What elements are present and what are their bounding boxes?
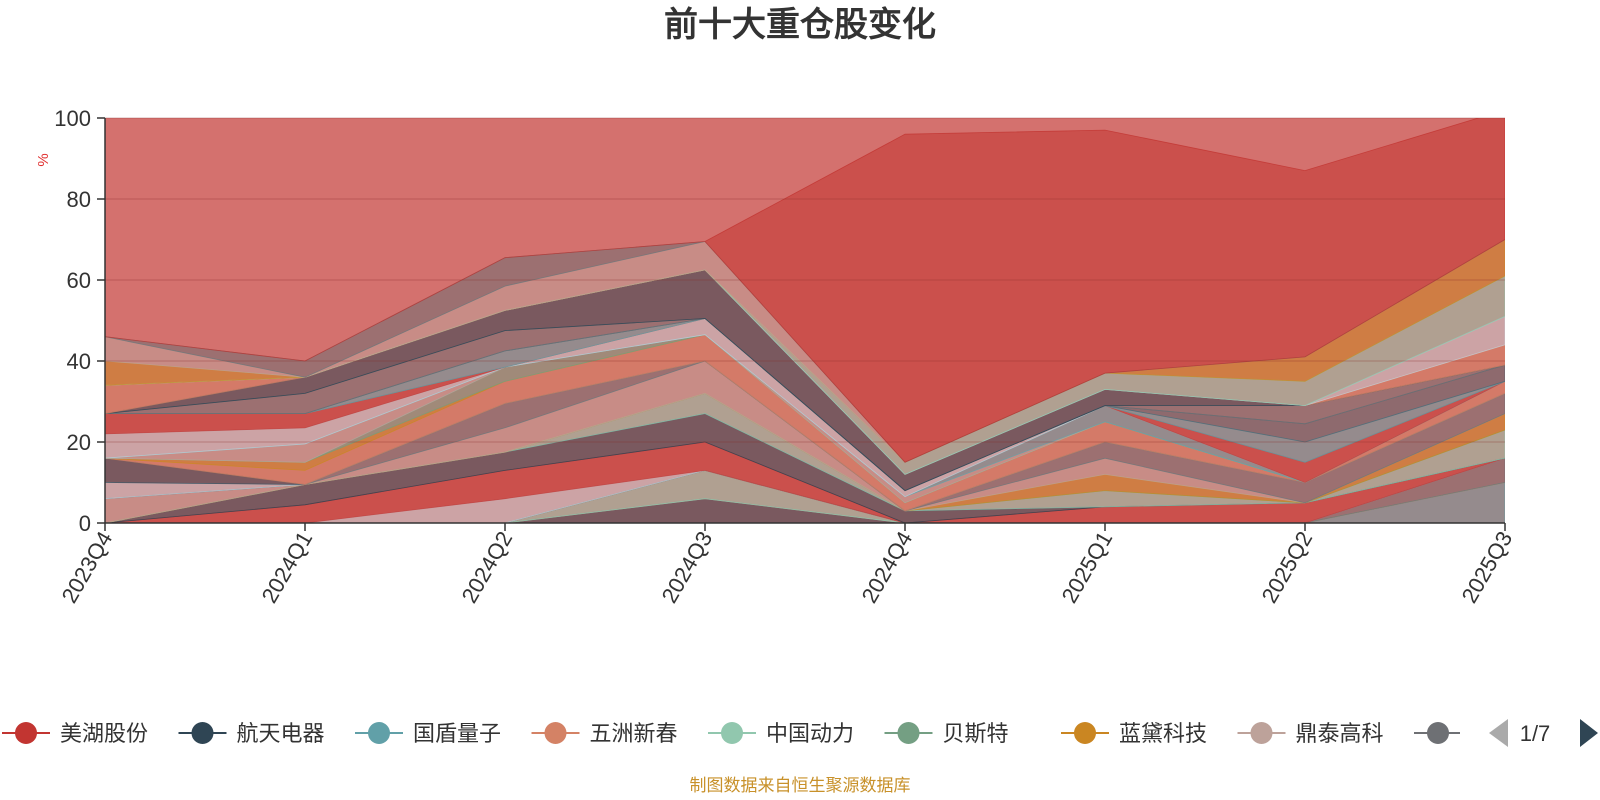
area-layer	[105, 110, 1505, 523]
y-tick-label: 80	[67, 187, 91, 212]
legend-item[interactable]: 贝斯特	[884, 721, 1009, 746]
legend-label: 美湖股份	[60, 721, 148, 746]
y-tick-label: 100	[54, 106, 91, 131]
legend-prev-page-icon[interactable]	[1489, 719, 1508, 747]
legend-item[interactable]: 中国动力	[708, 721, 854, 746]
x-tick-label: 2025Q3	[1457, 527, 1518, 607]
legend-marker	[368, 722, 390, 744]
legend-label: 贝斯特	[943, 721, 1009, 746]
y-tick-label: 20	[67, 430, 91, 455]
source-note: 制图数据来自恒生聚源数据库	[689, 776, 911, 795]
area-series-39[interactable]	[105, 110, 1505, 463]
legend-label: 五洲新春	[590, 721, 678, 746]
legend-marker	[1427, 722, 1449, 744]
legend-label: 航天电器	[237, 721, 325, 746]
legend-marker	[721, 722, 743, 744]
legend-marker	[544, 722, 567, 744]
legend-item[interactable]: 易德龙	[1414, 721, 1538, 746]
x-tick-label: 2025Q2	[1257, 527, 1318, 607]
legend-item[interactable]: 鼎泰高科	[1237, 721, 1384, 746]
y-tick-label: 60	[67, 268, 91, 293]
x-tick-label: 2023Q4	[57, 527, 118, 607]
legend-label: 中国动力	[766, 721, 854, 746]
legend-item[interactable]: 国盾量子	[355, 721, 501, 746]
chart-title: 前十大重仓股变化	[664, 6, 936, 44]
x-tick-label: 2024Q2	[457, 527, 518, 607]
legend-item[interactable]: 五洲新春	[531, 721, 678, 746]
y-tick-label: 40	[67, 349, 91, 374]
legend: 美湖股份 航天电器 国盾量子 五洲新春 中国动力 贝斯特 蓝黛科技 鼎泰高科 易德龙1/7	[2, 719, 1598, 747]
legend-marker	[1074, 722, 1096, 744]
legend-item[interactable]: 航天电器	[178, 721, 325, 746]
legend-label: 鼎泰高科	[1296, 721, 1384, 746]
legend-label: 蓝黛科技	[1119, 721, 1207, 746]
x-tick-label: 2025Q1	[1057, 527, 1118, 607]
legend-marker	[15, 722, 37, 744]
legend-marker	[1250, 722, 1273, 744]
y-axis-unit-label: %	[35, 153, 52, 166]
legend-page-indicator: 1/7	[1520, 721, 1551, 746]
x-tick-label: 2024Q4	[857, 527, 918, 607]
x-tick-label: 2024Q3	[657, 527, 718, 607]
gridlines	[105, 117, 1505, 443]
legend-next-page-icon[interactable]	[1580, 719, 1598, 747]
legend-item[interactable]: 美湖股份	[2, 721, 148, 746]
legend-marker	[191, 722, 214, 744]
legend-item[interactable]: 蓝黛科技	[1061, 721, 1207, 746]
legend-label: 国盾量子	[413, 721, 501, 746]
x-tick-label: 2024Q1	[257, 527, 318, 607]
legend-marker	[897, 722, 920, 744]
y-tick-label: 0	[79, 511, 91, 536]
